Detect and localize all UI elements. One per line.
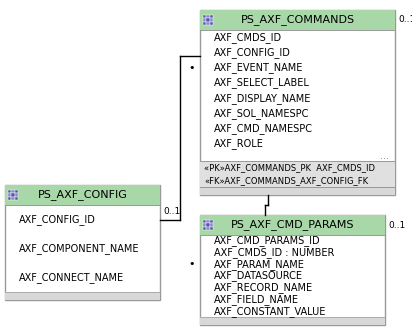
Text: 0..1: 0..1: [388, 220, 405, 229]
Bar: [12, 190, 15, 193]
Bar: [200, 10, 395, 30]
Text: 0..1: 0..1: [398, 15, 412, 25]
Bar: [210, 15, 213, 18]
Text: AXF_COMPONENT_NAME: AXF_COMPONENT_NAME: [19, 243, 140, 254]
Bar: [200, 10, 395, 195]
Bar: [206, 223, 210, 227]
Text: AXF_CMDS_ID: AXF_CMDS_ID: [214, 32, 282, 43]
Bar: [206, 18, 210, 22]
Bar: [210, 223, 213, 227]
Bar: [206, 22, 210, 25]
Text: AXF_CONFIG_ID: AXF_CONFIG_ID: [214, 47, 291, 58]
Bar: [203, 223, 206, 227]
Text: AXF_SOL_NAMESPC: AXF_SOL_NAMESPC: [214, 108, 309, 119]
Text: 0..1: 0..1: [163, 207, 180, 215]
Text: AXF_CMD_NAMESPC: AXF_CMD_NAMESPC: [214, 123, 313, 134]
Bar: [203, 22, 206, 25]
Bar: [15, 197, 18, 200]
Bar: [8, 197, 12, 200]
Bar: [5, 292, 160, 300]
Bar: [206, 227, 210, 230]
Text: •: •: [189, 63, 195, 73]
Text: AXF_CONSTANT_VALUE: AXF_CONSTANT_VALUE: [214, 306, 326, 317]
Text: AXF_CMDS_ID : NUMBER: AXF_CMDS_ID : NUMBER: [214, 247, 335, 258]
Text: «PK»AXF_COMMANDS_PK  AXF_CMDS_ID: «PK»AXF_COMMANDS_PK AXF_CMDS_ID: [204, 163, 375, 172]
Text: AXF_CMD_PARAMS_ID: AXF_CMD_PARAMS_ID: [214, 236, 321, 246]
Bar: [8, 190, 12, 193]
Bar: [12, 193, 15, 197]
Bar: [203, 15, 206, 18]
Bar: [5, 185, 160, 205]
Bar: [206, 15, 210, 18]
Text: «FK»AXF_COMMANDS_AXF_CONFIG_FK: «FK»AXF_COMMANDS_AXF_CONFIG_FK: [204, 176, 368, 185]
Text: PS_AXF_CONFIG: PS_AXF_CONFIG: [37, 190, 127, 201]
Bar: [200, 161, 395, 187]
Bar: [210, 220, 213, 223]
Bar: [15, 190, 18, 193]
Text: AXF_DATASOURCE: AXF_DATASOURCE: [214, 270, 303, 282]
Bar: [5, 185, 160, 300]
Text: AXF_ROLE: AXF_ROLE: [214, 138, 264, 149]
Bar: [200, 215, 385, 235]
Bar: [200, 317, 385, 325]
Bar: [8, 193, 12, 197]
Text: AXF_DISPLAY_NAME: AXF_DISPLAY_NAME: [214, 93, 311, 103]
Text: AXF_EVENT_NAME: AXF_EVENT_NAME: [214, 62, 303, 73]
Text: •: •: [189, 259, 195, 269]
Text: AXF_CONFIG_ID: AXF_CONFIG_ID: [19, 214, 96, 225]
Text: PS_AXF_CMD_PARAMS: PS_AXF_CMD_PARAMS: [231, 219, 354, 230]
Text: AXF_RECORD_NAME: AXF_RECORD_NAME: [214, 282, 313, 293]
Bar: [203, 227, 206, 230]
Bar: [203, 18, 206, 22]
Bar: [12, 197, 15, 200]
Bar: [15, 193, 18, 197]
Bar: [210, 18, 213, 22]
Bar: [203, 220, 206, 223]
Text: AXF_FIELD_NAME: AXF_FIELD_NAME: [214, 294, 299, 305]
Bar: [210, 22, 213, 25]
Bar: [200, 187, 395, 195]
Text: AXF_SELECT_LABEL: AXF_SELECT_LABEL: [214, 78, 310, 88]
Bar: [210, 227, 213, 230]
Text: AXF_PARAM_NAME: AXF_PARAM_NAME: [214, 259, 305, 270]
Bar: [206, 220, 210, 223]
Text: PS_AXF_COMMANDS: PS_AXF_COMMANDS: [241, 14, 355, 26]
Text: AXF_CONNECT_NAME: AXF_CONNECT_NAME: [19, 272, 124, 283]
Bar: [200, 215, 385, 325]
Text: ...: ...: [380, 151, 389, 161]
